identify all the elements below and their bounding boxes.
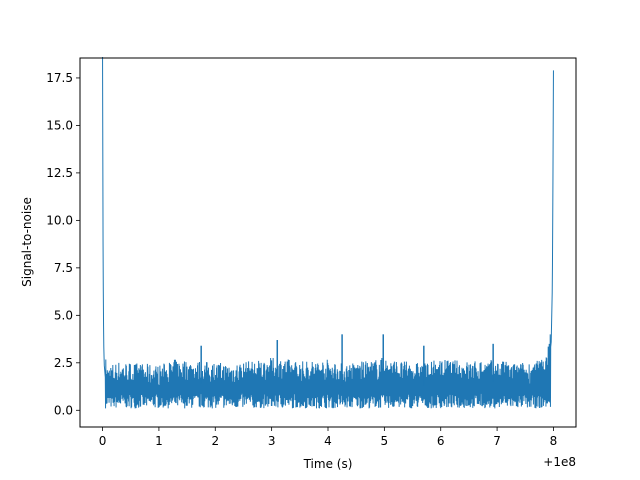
y-tick-label: 5.0 bbox=[54, 308, 73, 322]
x-tick-label: 4 bbox=[324, 434, 332, 448]
x-axis-label: Time (s) bbox=[303, 457, 353, 471]
x-axis-offset-label: +1e8 bbox=[543, 455, 576, 469]
x-tick-label: 5 bbox=[381, 434, 389, 448]
y-tick-label: 12.5 bbox=[46, 166, 73, 180]
y-tick-label: 0.0 bbox=[54, 403, 73, 417]
y-tick-label: 17.5 bbox=[46, 71, 73, 85]
x-tick-label: 8 bbox=[550, 434, 558, 448]
x-tick-label: 0 bbox=[99, 434, 107, 448]
x-axis-ticks: 0 1 2 3 4 5 6 7 8 bbox=[99, 427, 558, 448]
series-layer bbox=[102, 57, 554, 409]
x-tick-label: 3 bbox=[268, 434, 276, 448]
x-tick-label: 7 bbox=[493, 434, 501, 448]
y-tick-label: 10.0 bbox=[46, 213, 73, 227]
x-tick-label: 6 bbox=[437, 434, 445, 448]
y-axis-ticks: 0.0 2.5 5.0 7.5 10.0 12.5 15.0 17.5 bbox=[46, 71, 80, 417]
y-axis-label: Signal-to-noise bbox=[20, 197, 34, 287]
series-line bbox=[102, 57, 554, 409]
x-tick-label: 1 bbox=[155, 434, 163, 448]
x-tick-label: 2 bbox=[211, 434, 219, 448]
y-tick-label: 2.5 bbox=[54, 356, 73, 370]
y-tick-label: 15.0 bbox=[46, 118, 73, 132]
y-tick-label: 7.5 bbox=[54, 261, 73, 275]
